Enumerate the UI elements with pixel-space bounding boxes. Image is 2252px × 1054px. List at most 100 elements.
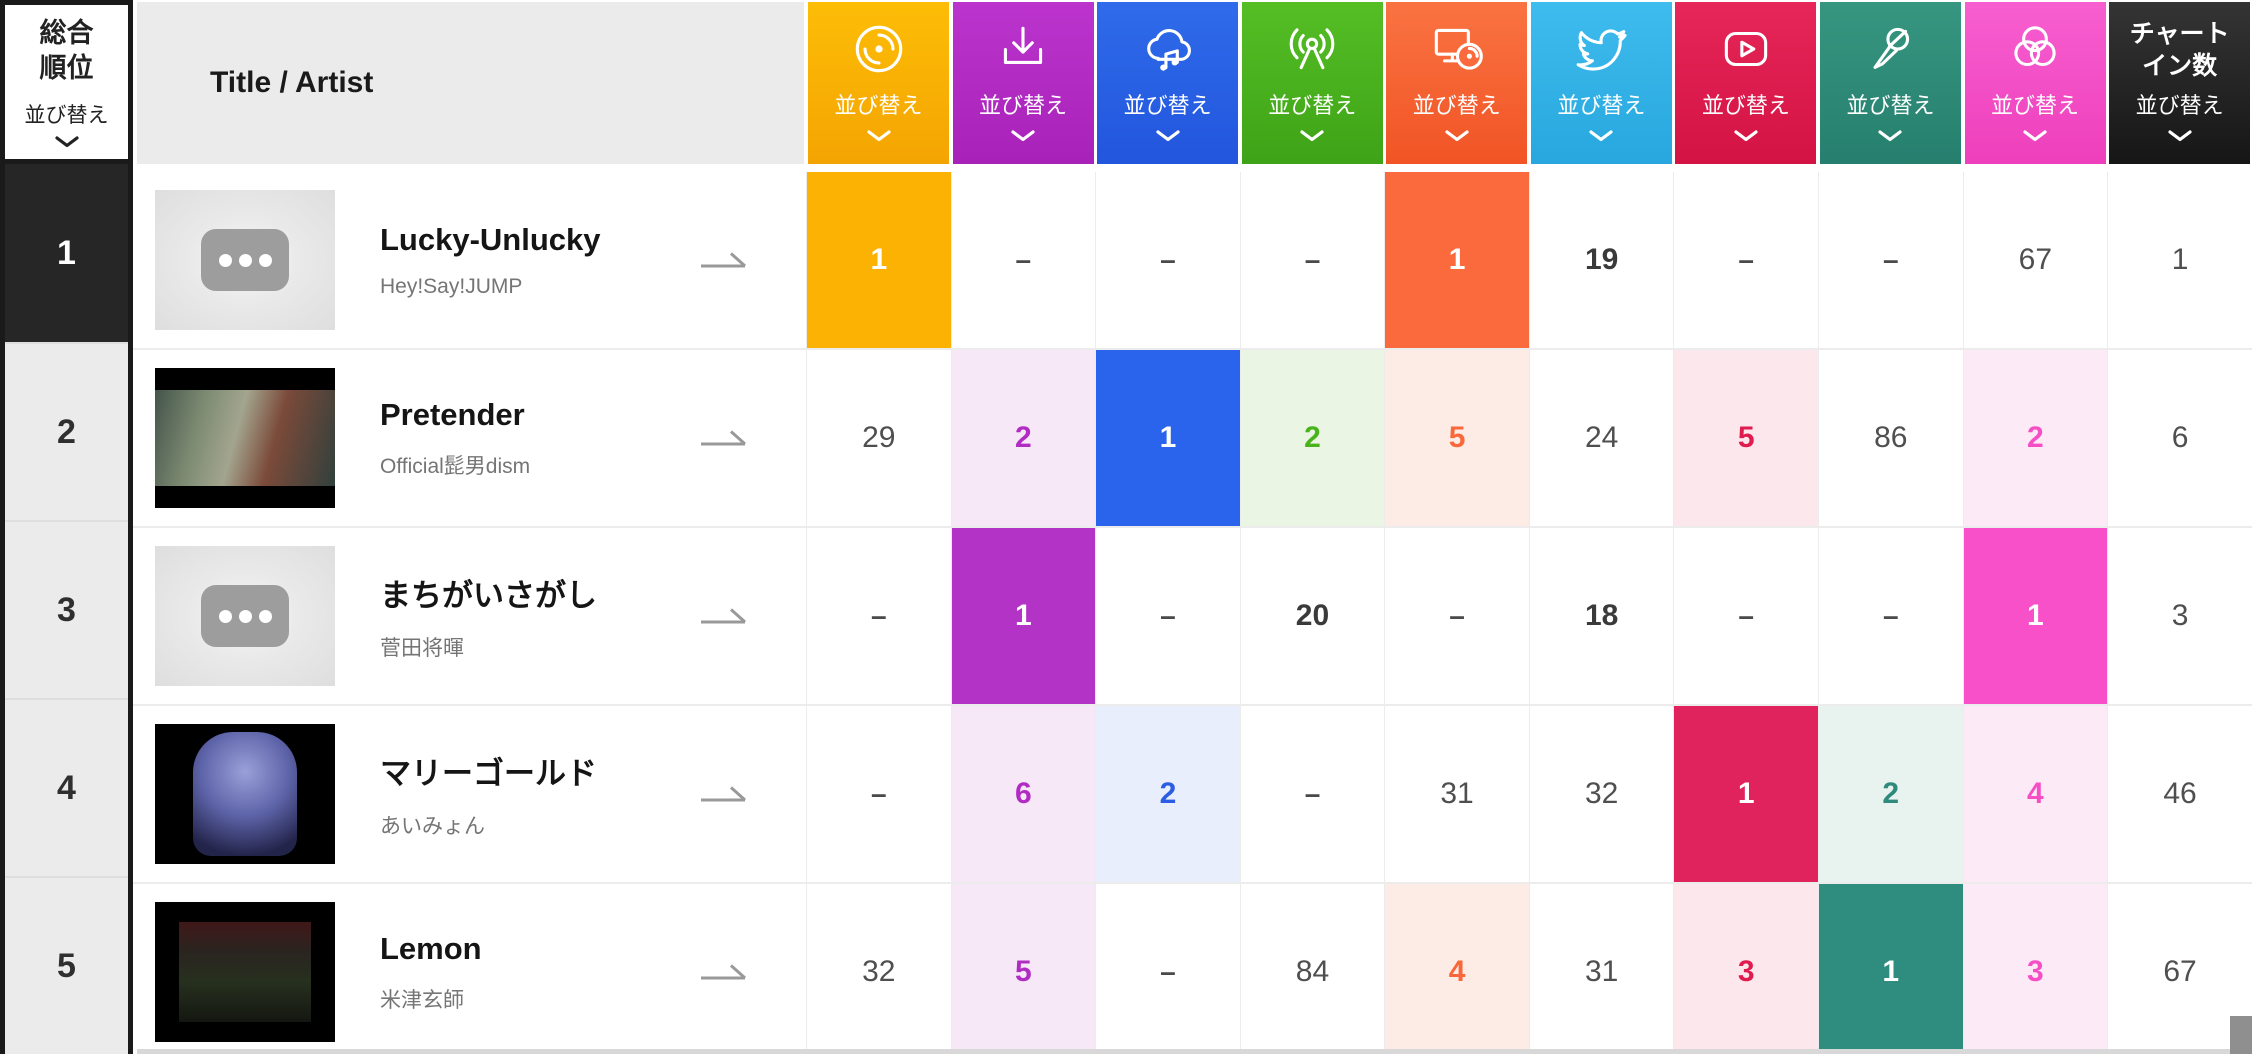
song-title[interactable]: マリーゴールド <box>380 756 597 791</box>
chevron-down-icon <box>1155 129 1181 142</box>
chevron-down-icon <box>1010 129 1036 142</box>
sort-header-radio[interactable]: 並び替え <box>1241 2 1383 164</box>
rank-cell-karaoke: – <box>1817 172 1963 348</box>
rank-cell-video: – <box>1673 172 1818 348</box>
rank-cell-circles: 67 <box>1962 172 2108 348</box>
rank-cell-karaoke: 2 <box>1817 706 1963 882</box>
title-artist-header: Title / Artist <box>137 2 804 164</box>
rank-cell-chartin: 1 <box>2107 172 2252 348</box>
rank-value: 3 <box>1737 955 1755 988</box>
rank-cell-karaoke: – <box>1817 528 1963 704</box>
song-title[interactable]: Lucky-Unlucky <box>380 221 601 257</box>
song-title[interactable]: Pretender <box>380 396 525 432</box>
rank-value: 5 <box>1015 955 1032 988</box>
song-cell[interactable]: Lemon 米津玄師 <box>133 884 806 1054</box>
vertical-scrollbar-thumb[interactable] <box>2230 1016 2252 1054</box>
song-artist: 菅田将暉 <box>380 637 464 660</box>
sort-header-streaming[interactable]: 並び替え <box>1097 2 1239 164</box>
rank-value: 31 <box>1584 955 1619 988</box>
rank-value: – <box>1160 244 1176 275</box>
song-thumbnail[interactable] <box>155 724 335 864</box>
rank-value: 19 <box>1584 243 1619 276</box>
rank-value: 1 <box>1737 777 1755 810</box>
song-cell[interactable]: Lucky-Unlucky Hey!Say!JUMP <box>133 172 806 348</box>
sort-header-circles[interactable]: 並び替え <box>1964 2 2106 164</box>
song-cell[interactable]: Pretender Official髭男dism <box>133 350 806 526</box>
karaoke-mic-icon <box>1859 14 1921 84</box>
rank-cell-streaming: – <box>1095 884 1240 1054</box>
horizontal-scrollbar[interactable] <box>137 1049 2252 1054</box>
rank-value: 32 <box>1584 777 1619 810</box>
sort-label: 並び替え <box>1557 93 1646 118</box>
rank-cell-download: 2 <box>950 350 1096 526</box>
rank-value: – <box>1304 244 1321 275</box>
rank-value: – <box>1304 778 1321 809</box>
song-artist: あいみょん <box>380 815 485 838</box>
title-artist-header-label: Title / Artist <box>210 66 374 99</box>
rank-cell-radio: – <box>1239 706 1385 882</box>
chevron-down-icon <box>54 135 80 148</box>
chevron-down-icon <box>866 129 892 142</box>
rank-value: 1 <box>1015 599 1032 632</box>
cd-disc-icon <box>848 14 910 84</box>
overall-rank-sort-header[interactable]: 総合 順位 並び替え <box>5 5 128 164</box>
sort-header-download[interactable]: 並び替え <box>952 2 1094 164</box>
rank-value: 2 <box>1159 777 1177 810</box>
rank-cell-twitter: 18 <box>1528 528 1674 704</box>
overall-rank-cell: 5 <box>5 876 128 1054</box>
cloud-music-icon <box>1137 14 1199 84</box>
rank-cell-circles: 2 <box>1962 350 2108 526</box>
rank-value: 31 <box>1440 777 1474 810</box>
song-thumbnail[interactable] <box>155 902 335 1042</box>
rank-value: 5 <box>1737 421 1755 454</box>
sort-header-twitter[interactable]: 並び替え <box>1530 2 1672 164</box>
song-thumbnail[interactable] <box>155 190 335 330</box>
rank-value: – <box>1738 600 1754 631</box>
chevron-down-icon <box>1444 129 1470 142</box>
song-title[interactable]: まちがいさがし <box>380 578 597 613</box>
sort-header-karaoke[interactable]: 並び替え <box>1819 2 1961 164</box>
rank-cell-cd: 32 <box>806 884 951 1054</box>
rank-cell-radio: – <box>1239 172 1385 348</box>
chevron-down-icon <box>1877 129 1903 142</box>
rank-value: 2 <box>1304 421 1321 454</box>
song-thumbnail[interactable] <box>155 546 335 686</box>
song-cell[interactable]: まちがいさがし菅田将暉 <box>133 528 806 704</box>
overall-rank-title: 総合 順位 <box>39 17 94 83</box>
chart-in-count-header-line: イン数 <box>2142 52 2218 80</box>
rank-cell-radio: 2 <box>1239 350 1385 526</box>
trend-arrow-icon <box>698 247 750 278</box>
rank-cell-twitter: 19 <box>1528 172 1674 348</box>
sort-header-chartin[interactable]: チャート イン数 並び替え <box>2109 2 2251 164</box>
rank-value: 5 <box>1448 421 1466 454</box>
chevron-down-icon <box>1733 129 1759 142</box>
rank-value: – <box>1882 244 1899 275</box>
chart-row: Pretender Official髭男dism 29 2 1 2 5 24 5 86 2 6 <box>133 350 2252 528</box>
sort-header-video[interactable]: 並び替え <box>1675 2 1817 164</box>
rank-cell-radio: 84 <box>1239 884 1385 1054</box>
sort-header-lookup[interactable]: 並び替え <box>1386 2 1528 164</box>
thumbnail-image <box>193 732 297 856</box>
rank-value: – <box>1160 600 1176 631</box>
sort-label: 並び替え <box>1701 93 1790 118</box>
song-text-block: Lucky-Unlucky Hey!Say!JUMP <box>380 172 680 348</box>
song-title[interactable]: Lemon <box>380 930 482 966</box>
chevron-down-icon <box>2167 129 2193 142</box>
chart-row: Lemon 米津玄師 32 5–84 4 31 3 1 3 67 <box>133 884 2252 1054</box>
rank-cell-lookup: 5 <box>1384 350 1529 526</box>
trend-arrow-icon <box>698 603 750 634</box>
thumbnail-image <box>155 390 335 486</box>
rank-value: – <box>1449 600 1465 631</box>
sort-header-cd[interactable]: 並び替え <box>808 2 949 164</box>
song-cell[interactable]: マリーゴールドあいみょん <box>133 706 806 882</box>
rank-value: 46 <box>2163 777 2197 810</box>
rank-value: 1 <box>1448 243 1466 276</box>
overlap-circles-icon <box>2004 14 2066 84</box>
rank-value: 2 <box>1015 421 1032 454</box>
rank-value: – <box>1015 244 1032 275</box>
song-thumbnail[interactable] <box>155 368 335 508</box>
rank-cell-lookup: 1 <box>1384 172 1529 348</box>
rank-value: 24 <box>1584 421 1619 454</box>
chevron-down-icon <box>2022 129 2048 142</box>
